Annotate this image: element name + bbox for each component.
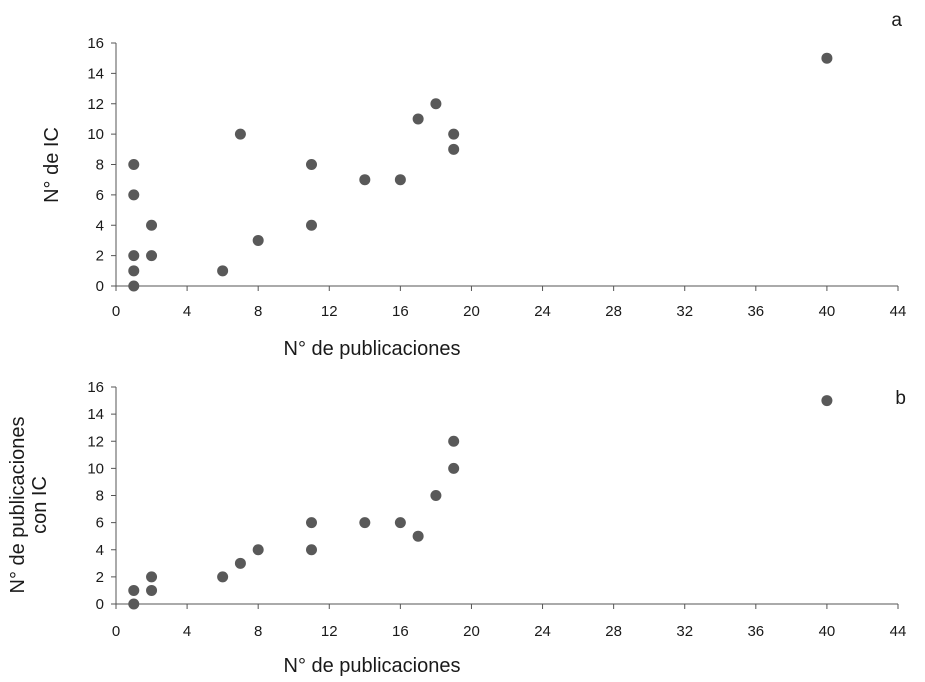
x-tick-label: 28 [605, 623, 622, 640]
x-tick-label: 0 [112, 623, 120, 640]
data-point [128, 265, 140, 277]
data-point [394, 174, 406, 186]
y-tick-label: 2 [96, 248, 104, 265]
x-tick-label: 32 [676, 623, 693, 640]
y-tick-label: 8 [96, 488, 104, 505]
data-point [217, 571, 229, 583]
data-point [448, 462, 460, 474]
panel-label: b [895, 388, 906, 409]
data-point [448, 435, 460, 447]
x-tick-label: 0 [112, 303, 120, 320]
x-tick-label: 44 [890, 623, 907, 640]
y-axis-title: N° de IC [41, 127, 63, 203]
y-tick-label: 12 [87, 96, 104, 113]
x-tick-label: 32 [676, 303, 693, 320]
x-tick-label: 24 [534, 303, 551, 320]
y-tick-label: 4 [96, 217, 104, 234]
data-point [146, 250, 158, 262]
data-point [128, 250, 140, 262]
y-tick-label: 10 [87, 126, 104, 143]
data-point [430, 98, 442, 110]
data-point [128, 598, 140, 610]
data-point [306, 517, 317, 529]
x-tick-label: 24 [534, 623, 551, 640]
x-tick-label: 12 [321, 303, 338, 320]
data-point [146, 219, 158, 231]
x-tick-label: 40 [819, 303, 836, 320]
data-point [448, 128, 460, 140]
x-tick-label: 20 [463, 303, 480, 320]
data-point [412, 530, 424, 542]
x-tick-label: 44 [890, 303, 907, 320]
data-point [128, 159, 140, 170]
data-point [146, 571, 158, 583]
y-axis-title-line: N° de IC [41, 127, 63, 203]
data-point [359, 517, 371, 529]
y-tick-label: 10 [87, 460, 104, 477]
data-point [412, 113, 424, 125]
y-tick-label: 14 [87, 406, 104, 423]
x-axis-title: N° de publicaciones [284, 655, 461, 677]
x-tick-label: 8 [254, 303, 262, 320]
x-tick-label: 16 [392, 623, 409, 640]
data-point [306, 159, 317, 170]
x-tick-label: 12 [321, 623, 338, 640]
y-tick-label: 6 [96, 515, 104, 532]
data-point [448, 143, 460, 155]
y-axis-title: N° de publicacionescon IC [7, 417, 51, 594]
data-point [359, 174, 371, 186]
x-tick-label: 4 [183, 303, 191, 320]
data-point [128, 584, 140, 596]
x-tick-label: 40 [819, 623, 836, 640]
y-tick-label: 8 [96, 157, 104, 174]
data-point [821, 52, 833, 64]
y-tick-label: 12 [87, 433, 104, 450]
data-point [217, 265, 229, 277]
data-point [394, 517, 406, 529]
y-tick-label: 4 [96, 542, 104, 559]
y-axis-title-line: con IC [29, 476, 51, 534]
x-tick-label: 36 [747, 303, 764, 320]
y-tick-label: 16 [87, 379, 104, 396]
y-tick-label: 16 [87, 35, 104, 52]
x-axis-title: N° de publicaciones [284, 338, 461, 360]
data-point [128, 280, 140, 292]
data-point [234, 128, 246, 140]
x-tick-label: 16 [392, 303, 409, 320]
panel-label: a [891, 10, 902, 31]
y-tick-label: 6 [96, 187, 104, 204]
y-tick-label: 0 [96, 278, 104, 295]
data-point [306, 219, 317, 231]
data-point [430, 490, 442, 501]
y-axis-title-line: N° de publicaciones [7, 417, 29, 594]
data-point [821, 395, 833, 407]
y-tick-label: 0 [96, 596, 104, 613]
data-point [252, 234, 264, 246]
data-point [234, 557, 246, 569]
x-tick-label: 28 [605, 303, 622, 320]
data-point [146, 584, 158, 596]
data-point [306, 544, 317, 556]
y-tick-label: 14 [87, 65, 104, 82]
x-tick-label: 8 [254, 623, 262, 640]
x-tick-label: 4 [183, 623, 191, 640]
data-point [252, 544, 264, 556]
y-tick-label: 2 [96, 569, 104, 586]
x-tick-label: 20 [463, 623, 480, 640]
data-point [128, 189, 140, 201]
x-tick-label: 36 [747, 623, 764, 640]
